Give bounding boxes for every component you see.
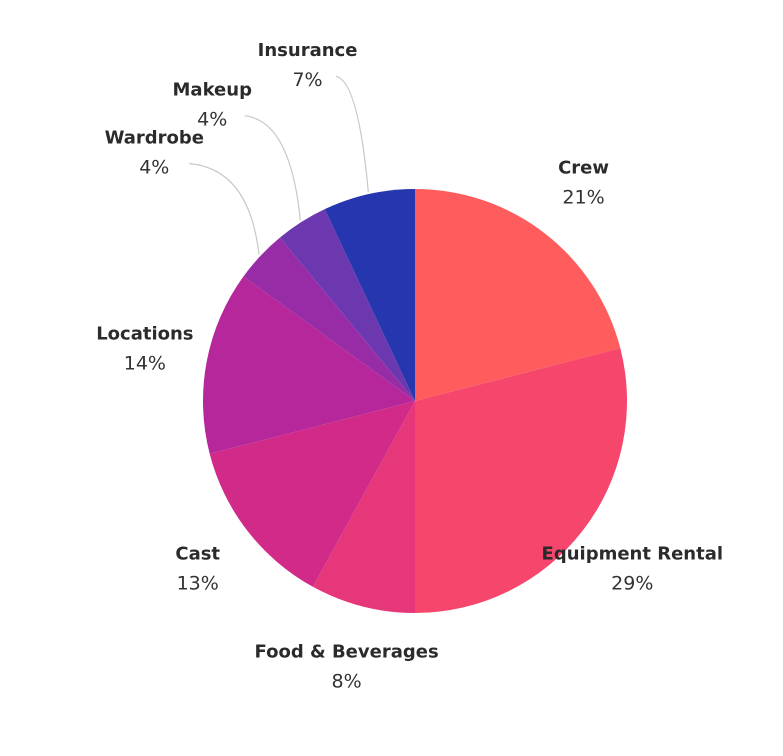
leader-insurance: [335, 75, 369, 193]
slice-cast: [209, 401, 415, 587]
value-wardrobe: 4%: [139, 157, 169, 179]
label-food-beverages: Food & Beverages: [255, 641, 439, 662]
label-wardrobe: Wardrobe: [105, 128, 204, 149]
slice-labels: Crew 21% Equipment Rental 29% Food & Beverag…: [96, 40, 723, 692]
value-crew: 21%: [562, 187, 604, 209]
value-insurance: 7%: [292, 69, 322, 91]
value-makeup: 4%: [197, 109, 227, 131]
pie-slices: [203, 189, 627, 613]
slice-locations: [203, 276, 415, 454]
value-equipment-rental: 29%: [611, 573, 653, 595]
label-equipment-rental: Equipment Rental: [542, 544, 724, 565]
slice-crew: [415, 189, 621, 401]
label-crew: Crew: [558, 158, 609, 179]
leader-wardrobe: [189, 163, 260, 255]
value-locations: 14%: [124, 352, 166, 374]
slice-food-beverages: [312, 401, 415, 613]
slice-equipment-rental: [415, 348, 627, 613]
label-locations: Locations: [96, 323, 193, 344]
slice-makeup: [279, 209, 415, 401]
slice-insurance: [324, 189, 415, 401]
slice-wardrobe: [243, 237, 415, 401]
label-cast: Cast: [175, 544, 220, 565]
leader-makeup: [244, 115, 301, 221]
leader-lines: [189, 75, 369, 255]
value-cast: 13%: [177, 573, 219, 595]
label-makeup: Makeup: [173, 80, 253, 101]
label-insurance: Insurance: [258, 40, 358, 61]
value-food-beverages: 8%: [332, 670, 362, 692]
